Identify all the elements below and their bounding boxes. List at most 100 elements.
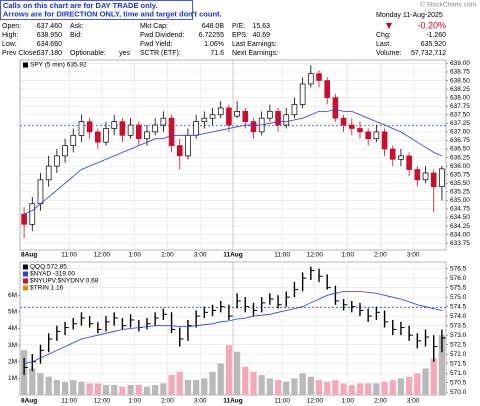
candle-body bbox=[21, 213, 27, 225]
y-tick-label: 637.00 bbox=[450, 129, 470, 136]
x-tick-label: 2:00 bbox=[374, 252, 387, 259]
volume-bar bbox=[422, 368, 429, 395]
candle-body bbox=[226, 107, 232, 126]
notice-line: Arrows are for DIRECTION ONLY, time and … bbox=[3, 9, 222, 18]
y-tick-label: 635.75 bbox=[450, 171, 470, 178]
candle-body bbox=[365, 131, 371, 140]
quote-value: 638.950 bbox=[37, 32, 62, 39]
down-arrow bbox=[386, 23, 392, 29]
quote-label: Next Earnings: bbox=[232, 50, 278, 57]
y-tick-label: 576.0 bbox=[450, 275, 467, 282]
candle-body bbox=[422, 172, 429, 181]
x-tick-label: 3:00 bbox=[194, 252, 207, 259]
legend-label: QQQ 572.85 bbox=[30, 264, 67, 271]
legend-label: $TRIN 1.16 bbox=[30, 285, 64, 292]
quote-label: EPS: bbox=[232, 32, 248, 39]
volume-bar bbox=[184, 380, 192, 395]
y-tick-label: 574.0 bbox=[450, 313, 467, 320]
volume-bar bbox=[307, 376, 314, 395]
volume-bar bbox=[160, 383, 167, 395]
charts: 633.75634.00634.25634.50634.75635.00635.… bbox=[8, 59, 470, 405]
volume-bar bbox=[45, 376, 52, 395]
candle-body bbox=[267, 111, 273, 119]
quote-label: High: bbox=[2, 32, 18, 39]
legend-swatch bbox=[23, 271, 28, 277]
legend-label: SPY (5 min) 635.92 bbox=[30, 62, 87, 69]
candle-body bbox=[209, 114, 216, 119]
volume-bar bbox=[283, 381, 290, 395]
y-tick-label: 635.00 bbox=[450, 197, 470, 204]
y-tick-label: 572.0 bbox=[450, 351, 467, 358]
legend-swatch bbox=[23, 285, 28, 291]
quote-label: Open: bbox=[2, 23, 21, 30]
y-tick-label: 637.50 bbox=[450, 111, 470, 118]
change-pct: -0.20% bbox=[417, 20, 446, 30]
last-value: 635.920 bbox=[421, 41, 446, 48]
candle-body bbox=[70, 134, 77, 146]
volume-bar bbox=[209, 371, 216, 395]
candle-body bbox=[103, 128, 109, 143]
quote-value: 15.63 bbox=[252, 23, 270, 30]
y-tick-label: 634.25 bbox=[450, 223, 470, 230]
volume-bar bbox=[315, 380, 323, 395]
quote-value: 71.6 bbox=[210, 50, 224, 57]
volume-bar bbox=[119, 386, 126, 395]
volume-bar bbox=[340, 383, 347, 395]
candle-body bbox=[62, 145, 68, 157]
notice-line: Calls on this chart are for DAY TRADE on… bbox=[3, 1, 157, 10]
volume-bar bbox=[70, 380, 77, 395]
candle-body bbox=[242, 111, 249, 122]
quote-value: 637.180 bbox=[37, 50, 62, 57]
volume-bar bbox=[373, 383, 380, 395]
quote-label: Ask: bbox=[70, 23, 84, 30]
candle-body bbox=[439, 168, 445, 188]
quote-value: 1.06% bbox=[204, 41, 224, 48]
quote-label: SCTR (ETF): bbox=[140, 50, 181, 57]
y-tick-label: 637.75 bbox=[450, 103, 470, 110]
volume-bar bbox=[381, 381, 388, 395]
quote-label: Mkt Cap: bbox=[140, 23, 168, 30]
date: Monday 11-Aug-2025 bbox=[376, 12, 443, 19]
y-tick-label: 573.5 bbox=[450, 322, 467, 329]
volume-bar bbox=[258, 375, 265, 395]
quote-value: yes bbox=[119, 50, 130, 57]
quote-label: Fwd Yield: bbox=[140, 41, 172, 48]
candle-body bbox=[168, 117, 175, 146]
volume-label: Volume: bbox=[376, 50, 401, 57]
volume-tick-label: 2M bbox=[8, 358, 17, 365]
volume-bar bbox=[143, 386, 151, 395]
moving-average bbox=[23, 109, 443, 215]
candle-body bbox=[275, 111, 281, 126]
candle-body bbox=[406, 155, 412, 170]
y-tick-label: 574.5 bbox=[450, 303, 467, 310]
x-tick-label: 11Aug bbox=[223, 398, 243, 405]
candle-body bbox=[45, 165, 52, 181]
x-tick-label: 1:00 bbox=[341, 398, 354, 405]
x-tick-label: 2:00 bbox=[161, 252, 174, 259]
x-tick-label: 1:00 bbox=[128, 252, 141, 259]
y-tick-label: 634.00 bbox=[450, 231, 470, 238]
volume-bar bbox=[242, 366, 249, 395]
volume-bar bbox=[29, 368, 36, 395]
volume-bar bbox=[389, 380, 396, 395]
y-tick-label: 636.00 bbox=[450, 163, 470, 170]
candle-body bbox=[217, 107, 224, 116]
quote-label: Prev Close: bbox=[2, 50, 38, 57]
volume-bar bbox=[53, 380, 60, 395]
candle-body bbox=[389, 148, 396, 160]
candle-body bbox=[144, 131, 150, 140]
legend-swatch bbox=[23, 62, 28, 68]
x-tick-label: 11:00 bbox=[274, 252, 290, 259]
candle-body bbox=[37, 179, 44, 205]
volume-bar bbox=[201, 378, 208, 395]
y-tick-label: 636.50 bbox=[450, 146, 470, 153]
x-tick-label: 2:00 bbox=[161, 398, 174, 405]
y-tick-label: 638.00 bbox=[450, 94, 470, 101]
y-tick-label: 636.75 bbox=[450, 137, 470, 144]
candle-body bbox=[234, 111, 240, 117]
volume-value: 57,732,712 bbox=[411, 50, 446, 57]
x-tick-label: 2:00 bbox=[374, 398, 387, 405]
candle-body bbox=[332, 97, 339, 119]
volume-bar bbox=[438, 335, 446, 395]
chg-label: Chg: bbox=[376, 32, 391, 39]
